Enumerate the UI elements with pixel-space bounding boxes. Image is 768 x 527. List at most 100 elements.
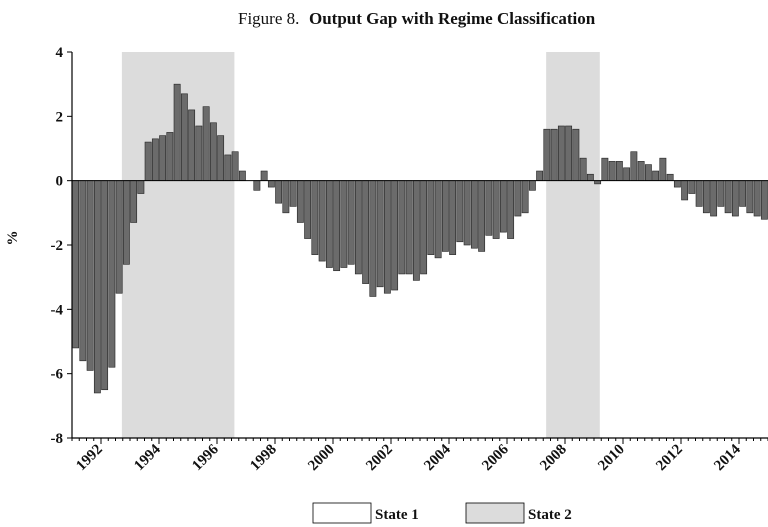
bar [543,128,551,181]
bar [724,180,732,214]
y-tick-label: 2 [56,109,64,125]
bar [209,122,217,181]
y-tick-label: -6 [51,367,64,383]
bar [101,180,109,391]
y-tick-label: -4 [51,302,64,318]
bar [130,180,138,223]
bar [492,180,500,239]
bar [354,180,362,275]
x-tick-label: 1998 [247,442,280,475]
bar [238,170,246,181]
bar [275,180,283,204]
bar [173,83,181,181]
bar [282,180,290,214]
x-tick-label: 2008 [537,442,570,475]
bar [217,135,225,181]
bar [702,180,710,214]
x-tick-label: 1992 [73,442,106,475]
bar [557,125,565,181]
bar [528,180,536,191]
bar [630,151,638,181]
bar [180,93,188,181]
legend-swatch [465,502,525,524]
bar [499,180,507,233]
x-tick-label: 2012 [653,442,686,475]
y-tick-label: 0 [56,174,64,190]
bar [391,180,399,291]
bar [456,180,464,243]
bar [224,154,232,181]
bar [333,180,341,272]
regime-shade [546,52,600,438]
bar [122,180,130,265]
bar [565,125,573,181]
bar [79,180,87,362]
bar [195,125,203,181]
bar [253,180,261,191]
bar [746,180,754,214]
x-tick-label: 1996 [189,441,222,474]
bar [405,180,413,275]
bar [267,180,275,188]
bar [536,170,544,181]
bar [325,180,333,268]
y-tick-label: -8 [51,431,64,447]
bar [72,180,80,349]
bar [340,180,348,268]
bar [463,180,471,246]
bar [188,109,196,181]
x-tick-label: 2006 [479,441,512,474]
bar [710,180,718,217]
bar [739,180,747,207]
bar [572,128,580,181]
bar [623,167,631,181]
bar [398,180,406,275]
bar [412,180,420,281]
bar [86,180,94,371]
bar [637,161,645,181]
bar [681,180,689,201]
bar [304,180,312,239]
bar [151,138,159,181]
bar [615,161,623,181]
bar [521,180,529,214]
bar [586,173,594,181]
bar [108,180,116,368]
bar [427,180,435,255]
bar [659,157,667,181]
y-axis-label: % [5,231,21,246]
bar [137,180,145,194]
bar [507,180,515,239]
legend-swatch [312,502,372,524]
bar [731,180,739,217]
x-tick-label: 1994 [131,441,164,474]
bar [289,180,297,207]
bar [318,180,326,262]
bar [347,180,355,265]
x-tick-label: 2000 [305,442,338,475]
bar [231,151,239,181]
bar [514,180,522,217]
chart-title: Output Gap with Regime Classification [309,9,596,28]
bar [478,180,486,252]
bar [688,180,696,194]
legend-label: State 2 [528,507,572,523]
bar [383,180,391,294]
bar [550,128,558,181]
bar [296,180,304,223]
x-tick-label: 2010 [595,442,628,475]
bar [362,180,370,284]
bar [753,180,761,217]
bar [202,106,210,181]
bar [608,161,616,181]
bar [376,180,384,288]
bar [260,170,268,181]
bar [470,180,478,249]
bar [93,180,101,394]
bar [760,180,768,220]
bar [601,157,609,181]
y-tick-label: 4 [56,45,64,61]
bar [159,135,167,181]
x-tick-label: 2004 [421,441,454,474]
